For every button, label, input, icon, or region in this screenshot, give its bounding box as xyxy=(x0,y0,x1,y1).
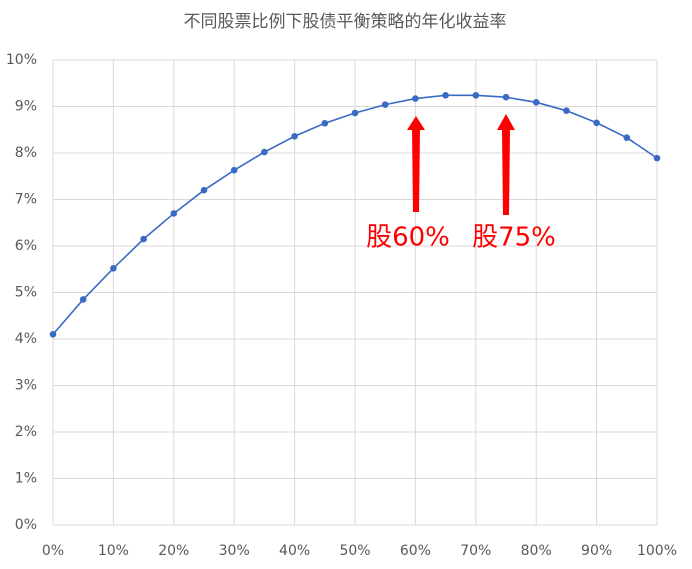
point xyxy=(623,134,631,141)
point xyxy=(532,99,540,106)
point xyxy=(653,154,661,162)
y-tick-label: 4% xyxy=(15,331,37,347)
x-tick-label: 50% xyxy=(339,543,370,559)
annotation: 股75% xyxy=(472,223,556,253)
point xyxy=(200,186,208,194)
point xyxy=(170,210,178,217)
annotation: 股60% xyxy=(366,223,450,253)
y-tick-label: 2% xyxy=(15,424,37,440)
arrow xyxy=(497,114,515,215)
point xyxy=(261,148,268,156)
point xyxy=(442,92,449,99)
point xyxy=(291,132,298,140)
x-tick-label: 0% xyxy=(42,543,64,559)
y-tick-label: 5% xyxy=(15,285,37,301)
y-tick-label: 1% xyxy=(15,471,37,487)
y-tick-label: 7% xyxy=(15,192,37,208)
point xyxy=(472,92,480,99)
point xyxy=(593,119,600,127)
x-tick-label: 70% xyxy=(460,543,491,559)
y-tick-label: 8% xyxy=(15,145,37,161)
y-tick-label: 3% xyxy=(15,378,37,394)
point xyxy=(79,296,87,303)
x-tick-label: 40% xyxy=(279,543,310,559)
y-tick-label: 9% xyxy=(15,99,37,115)
point xyxy=(412,95,419,102)
x-tick-label: 80% xyxy=(521,543,552,559)
y-tick-label: 10% xyxy=(6,52,37,68)
x-tick-label: 100% xyxy=(637,543,677,559)
y-tick-label: 6% xyxy=(15,238,37,254)
point xyxy=(351,109,359,117)
y-tick-label: 0% xyxy=(15,517,37,533)
x-tick-label: 60% xyxy=(400,543,431,559)
point xyxy=(230,166,238,174)
x-tick-label: 20% xyxy=(158,543,189,559)
point xyxy=(502,93,510,101)
chart-title: 不同股票比例下股债平衡策略的年化收益率 xyxy=(184,12,507,32)
point xyxy=(321,119,329,127)
x-tick-label: 90% xyxy=(581,543,612,559)
point xyxy=(110,265,117,272)
point xyxy=(381,101,389,108)
arrow xyxy=(407,116,425,212)
point xyxy=(49,331,57,338)
x-tick-label: 30% xyxy=(219,543,250,559)
point xyxy=(140,235,147,243)
point xyxy=(563,107,570,114)
x-tick-label: 10% xyxy=(98,543,129,559)
